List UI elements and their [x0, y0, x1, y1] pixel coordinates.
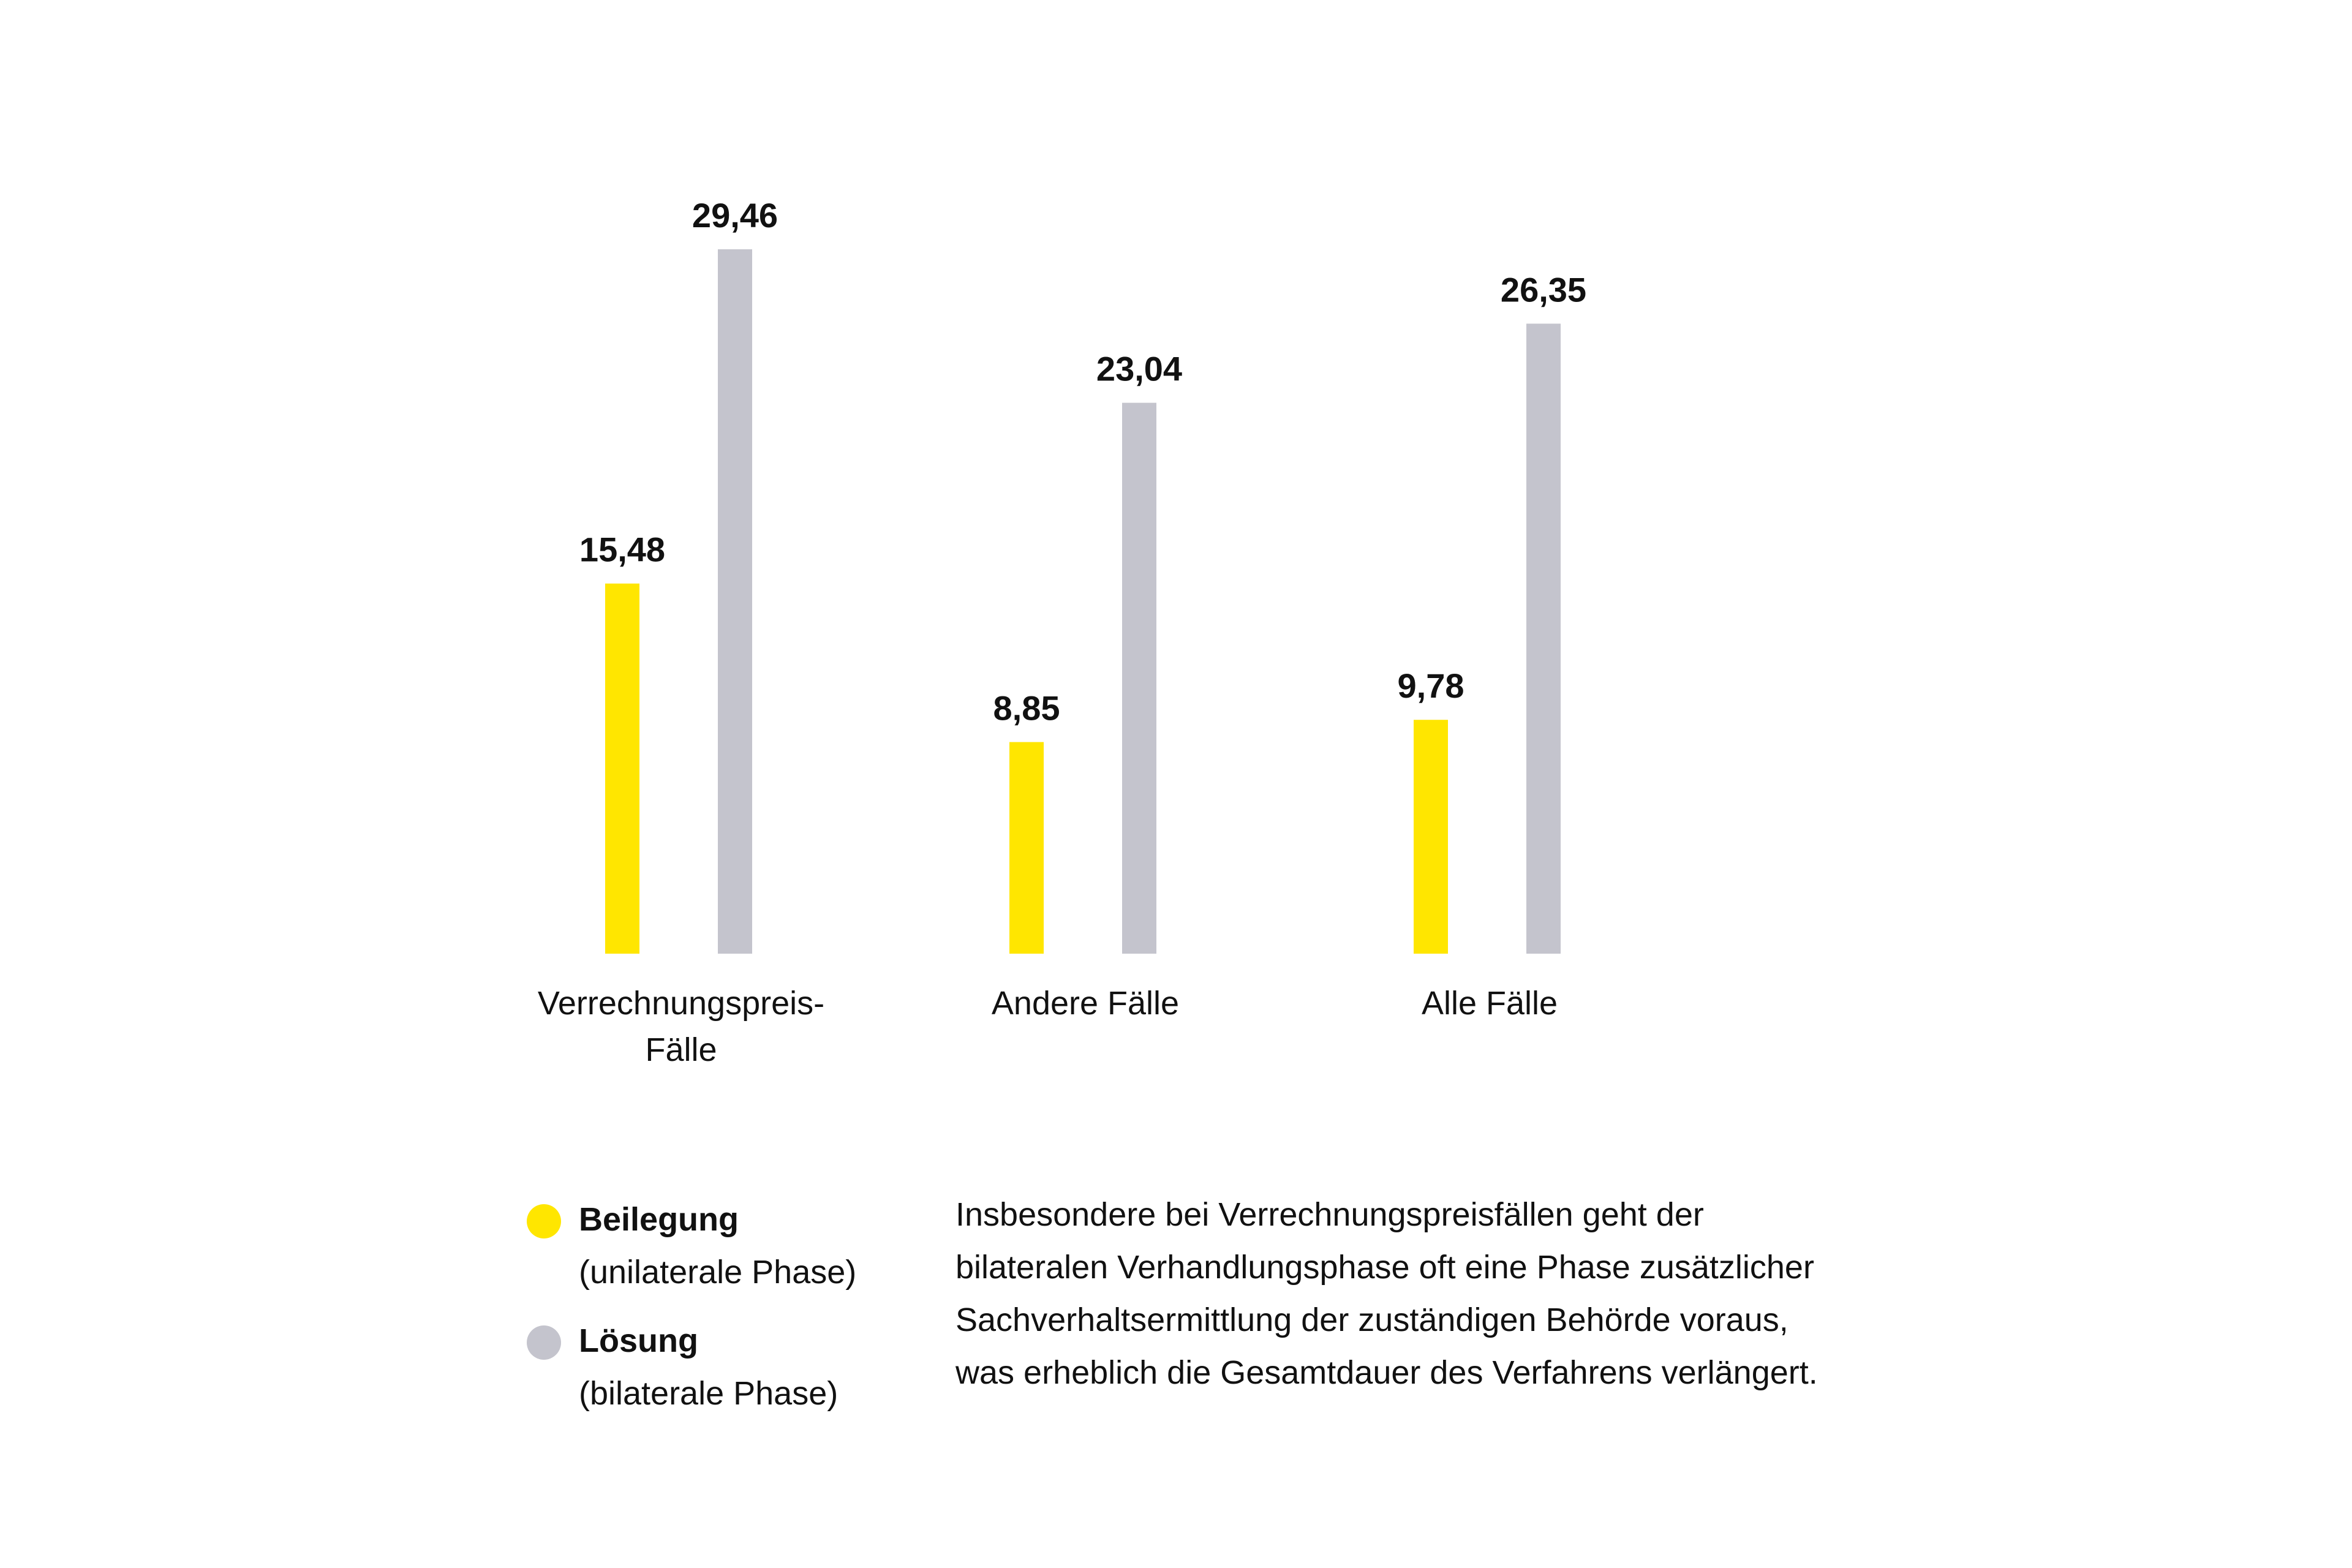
category-label: Alle Fälle	[1422, 985, 1558, 1022]
data-label: 15,48	[579, 530, 665, 569]
bar-beilegung-2	[1414, 720, 1448, 954]
bar-loesung-1	[1122, 402, 1156, 954]
legend-dot-yellow	[527, 1204, 561, 1238]
legend-subtitle: (bilaterale Phase)	[579, 1375, 839, 1412]
bar-loesung-0	[718, 249, 752, 954]
bar-beilegung-1	[1009, 742, 1044, 954]
category-label: Andere Fälle	[992, 985, 1179, 1022]
bar-loesung-2	[1526, 323, 1561, 954]
legend-item-beilegung: Beilegung (unilaterale Phase)	[527, 1193, 907, 1298]
legend-name: Lösung	[579, 1322, 698, 1359]
legend-dot-grey	[527, 1325, 561, 1360]
data-label: 23,04	[1096, 350, 1182, 388]
data-label: 8,85	[993, 689, 1060, 728]
legend-item-loesung: Lösung (bilaterale Phase)	[527, 1314, 907, 1420]
category-label: Verrechnungspreis-Fälle	[538, 985, 824, 1068]
bar-beilegung-0	[605, 583, 639, 954]
explanatory-note: Insbesondere bei Verrechnungspreisfällen…	[956, 1196, 1818, 1391]
data-label: 29,46	[692, 196, 778, 235]
data-label: 26,35	[1501, 270, 1586, 309]
legend: Beilegung (unilaterale Phase) Lösung (bi…	[527, 1193, 907, 1436]
legend-subtitle: (unilaterale Phase)	[579, 1254, 857, 1291]
legend-name: Beilegung	[579, 1201, 739, 1238]
data-label: 9,78	[1398, 666, 1464, 705]
